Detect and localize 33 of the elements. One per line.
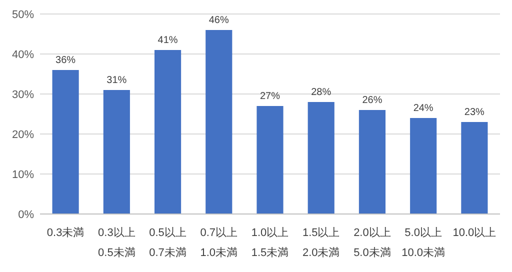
data-label: 28% — [311, 87, 332, 98]
x-tick-label: 10.0以上 — [452, 226, 496, 239]
y-tick-label: 20% — [12, 129, 34, 141]
data-label: 36% — [56, 55, 76, 66]
bar — [206, 30, 232, 214]
bar — [154, 50, 182, 214]
y-tick-label: 50% — [12, 9, 34, 21]
x-tick-label: 5.0以上 10.0未満 — [402, 226, 446, 259]
bar — [52, 70, 79, 214]
data-label: 31% — [106, 75, 127, 86]
data-label: 23% — [464, 107, 485, 118]
x-tick-label: 0.5以上 0.7未満 — [149, 226, 186, 259]
x-tick-label: 0.3以上 0.5未満 — [98, 226, 136, 259]
y-tick-label: 10% — [12, 169, 34, 181]
data-label: 27% — [260, 91, 280, 102]
bar — [410, 118, 437, 214]
bar — [256, 106, 284, 214]
x-tick-label: 1.0以上 1.5未満 — [251, 226, 289, 259]
bar — [103, 90, 130, 214]
bar — [461, 122, 488, 214]
x-tick-label: 0.7以上 1.0未満 — [200, 226, 238, 259]
y-tick-label: 30% — [12, 89, 34, 101]
data-label: 26% — [362, 95, 382, 106]
data-label: 41% — [158, 35, 178, 46]
data-label: 46% — [208, 15, 230, 26]
data-label: 24% — [413, 103, 434, 114]
x-tick-label: 2.0以上 5.0未満 — [354, 226, 391, 259]
x-tick-label: 1.5以上 2.0未満 — [302, 226, 340, 259]
bar — [358, 110, 386, 214]
bar — [308, 102, 334, 214]
y-tick-label: 40% — [12, 49, 34, 61]
x-tick-label: 0.3未満 — [46, 226, 84, 239]
y-tick-label: 0% — [18, 209, 34, 221]
